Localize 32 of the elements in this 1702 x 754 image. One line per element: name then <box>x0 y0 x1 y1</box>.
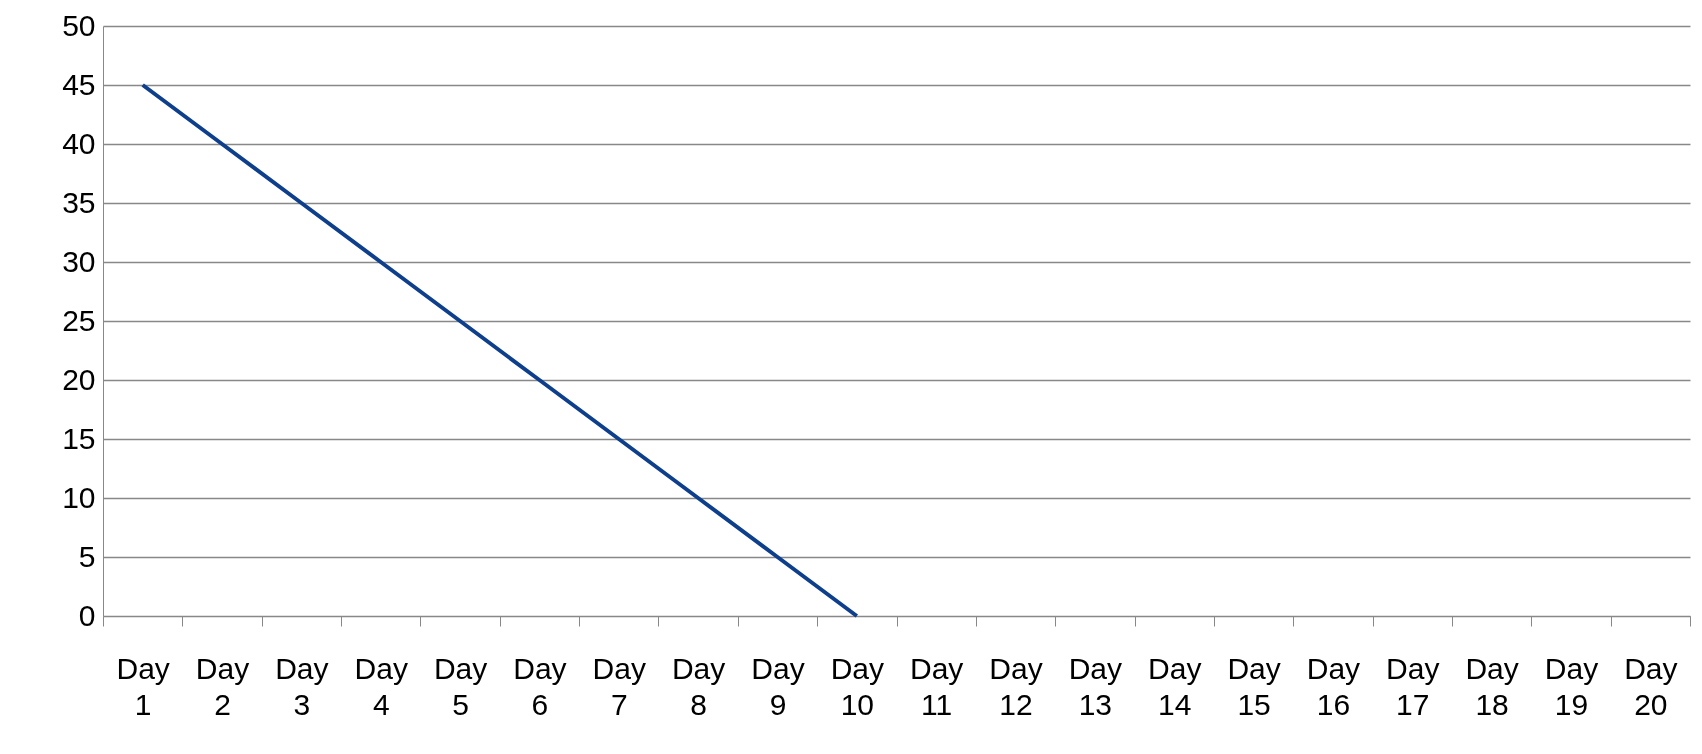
x-tick-label: Day 1 <box>116 651 170 721</box>
x-tick-label: Day 18 <box>1465 651 1519 721</box>
x-tick-label: Day 16 <box>1306 651 1361 721</box>
y-tick-label: 45 <box>62 67 96 101</box>
y-tick-label: 25 <box>62 303 96 337</box>
x-tick-label: Day 14 <box>1148 651 1202 721</box>
x-tick-label: Day 17 <box>1386 651 1440 721</box>
x-tick-label: Day 19 <box>1544 651 1599 721</box>
y-tick-label: 5 <box>78 539 96 573</box>
y-tick-label: 10 <box>62 480 96 514</box>
y-tick-label: 0 <box>78 598 96 632</box>
x-tick-label: Day 6 <box>513 651 567 721</box>
y-tick-label: 30 <box>62 244 96 278</box>
x-tick-label: Day 5 <box>433 651 488 721</box>
x-tick-label: Day 15 <box>1227 651 1281 721</box>
x-tick-label: Day 3 <box>275 651 329 721</box>
x-tick-label: Day 11 <box>910 651 964 721</box>
x-tick-label: Day 8 <box>671 651 726 721</box>
y-tick-label: 20 <box>62 362 96 396</box>
y-tick-label: 35 <box>62 185 96 219</box>
x-tick-label: Day 2 <box>195 651 250 721</box>
y-tick-label: 40 <box>62 126 96 160</box>
x-tick-label: Day 4 <box>354 651 408 721</box>
line-series <box>140 83 859 618</box>
x-tick-label: Day 9 <box>751 651 805 721</box>
x-tick-label: Day 20 <box>1624 651 1678 721</box>
y-tick-label: 15 <box>62 421 96 455</box>
x-tick-label: Day 13 <box>1068 651 1123 721</box>
x-tick-label: Day 7 <box>592 651 646 721</box>
y-tick-label: 50 <box>62 8 96 42</box>
x-tick-label: Day 12 <box>989 651 1043 721</box>
x-tick-label: Day 10 <box>830 651 884 721</box>
